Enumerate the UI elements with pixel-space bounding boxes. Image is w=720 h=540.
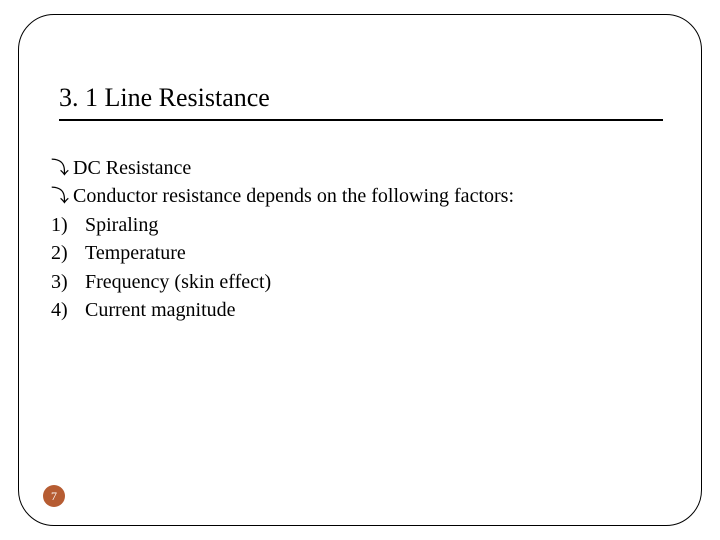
page-number-badge: 7 xyxy=(43,485,65,507)
list-number: 3) xyxy=(51,269,85,295)
list-item: 2) Temperature xyxy=(51,240,679,266)
slide-title: 3. 1 Line Resistance xyxy=(59,83,663,117)
list-text: Current magnitude xyxy=(85,297,236,323)
bullet-glyph-icon: ⤵ xyxy=(51,159,69,177)
bullet-text: DC Resistance xyxy=(73,155,191,181)
list-item: 3) Frequency (skin effect) xyxy=(51,269,679,295)
title-underline xyxy=(59,119,663,121)
bullet-item: ⤵ DC Resistance xyxy=(51,155,679,181)
bullet-item: ⤵ Conductor resistance depends on the fo… xyxy=(51,183,679,209)
bullet-text: Conductor resistance depends on the foll… xyxy=(73,183,514,209)
list-number: 1) xyxy=(51,212,85,238)
list-number: 2) xyxy=(51,240,85,266)
bullet-glyph-icon: ⤵ xyxy=(51,187,69,205)
list-text: Spiraling xyxy=(85,212,158,238)
list-text: Temperature xyxy=(85,240,186,266)
list-text: Frequency (skin effect) xyxy=(85,269,271,295)
title-block: 3. 1 Line Resistance xyxy=(59,83,663,121)
slide-frame: 3. 1 Line Resistance ⤵ DC Resistance ⤵ C… xyxy=(18,14,702,526)
page-number: 7 xyxy=(51,489,57,504)
list-item: 1) Spiraling xyxy=(51,212,679,238)
list-item: 4) Current magnitude xyxy=(51,297,679,323)
list-number: 4) xyxy=(51,297,85,323)
numbered-list: 1) Spiraling 2) Temperature 3) Frequency… xyxy=(51,212,679,324)
slide-body: ⤵ DC Resistance ⤵ Conductor resistance d… xyxy=(51,155,679,325)
